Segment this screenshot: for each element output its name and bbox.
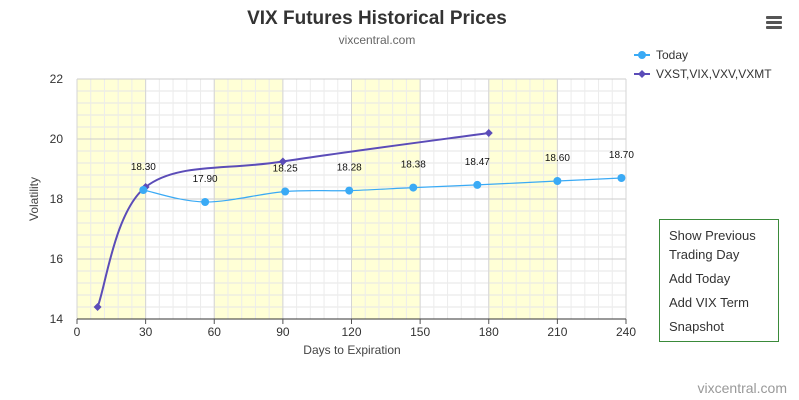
legend-vxst-label: VXST,VIX,VXV,VXMT — [656, 67, 772, 81]
legend-vxst-marker — [638, 70, 646, 78]
data-point-vxst[interactable] — [93, 303, 102, 311]
y-tick-label: 14 — [50, 312, 64, 326]
data-label-today: 17.90 — [193, 174, 218, 185]
data-label-today: 18.70 — [609, 150, 634, 161]
y-axis-title: Volatility — [27, 177, 41, 221]
x-tick-label: 210 — [547, 325, 567, 339]
chart-title: VIX Futures Historical Prices — [247, 8, 507, 29]
legend-item-vxst[interactable]: VXST,VIX,VXV,VXMT — [634, 67, 772, 81]
data-point-today[interactable] — [345, 186, 354, 195]
chart-subtitle: vixcentral.com — [339, 33, 416, 47]
x-tick-label: 180 — [479, 325, 499, 339]
data-point-today[interactable] — [473, 180, 482, 189]
data-label-today: 18.38 — [401, 160, 426, 171]
series-line-vxst — [96, 132, 489, 308]
panel-item-label: Snapshot — [669, 319, 724, 334]
x-tick-label: 240 — [616, 325, 636, 339]
y-tick-label: 20 — [50, 132, 64, 146]
y-tick-label: 22 — [50, 72, 64, 86]
x-tick-label: 150 — [410, 325, 430, 339]
data-point-vxst[interactable] — [484, 129, 493, 137]
add-today-button[interactable]: Add Today — [669, 269, 772, 288]
legend: Today VXST,VIX,VXV,VXMT — [634, 48, 772, 81]
x-tick-label: 60 — [208, 325, 222, 339]
data-label-today: 18.28 — [337, 163, 362, 174]
y-tick-label: 16 — [50, 252, 64, 266]
menu-bar — [766, 21, 782, 24]
panel-item-label: Trading Day — [669, 247, 740, 262]
y-tick-label: 18 — [50, 192, 64, 206]
data-point-today[interactable] — [201, 198, 210, 206]
x-tick-label: 0 — [74, 325, 81, 339]
data-point-today[interactable] — [281, 187, 290, 196]
credit-link[interactable]: vixcentral.com — [698, 380, 787, 396]
panel-item-label: Show Previous — [669, 228, 756, 243]
snapshot-button[interactable]: Snapshot — [669, 317, 772, 336]
data-label-today: 18.25 — [273, 164, 298, 175]
add-vix-term-button[interactable]: Add VIX Term — [669, 293, 772, 312]
data-point-today[interactable] — [553, 177, 562, 185]
menu-bar — [766, 16, 782, 19]
show-previous-trading-day-button[interactable]: Show Previous Trading Day — [669, 226, 772, 264]
panel-item-label: Add VIX Term — [669, 295, 749, 310]
x-tick-label: 30 — [139, 325, 153, 339]
data-point-today[interactable] — [617, 174, 626, 182]
x-tick-label: 120 — [341, 325, 361, 339]
data-label-today: 18.47 — [465, 157, 490, 168]
data-point-vxst[interactable] — [278, 157, 287, 166]
data-label-today: 18.30 — [131, 162, 156, 173]
x-tick-label: 90 — [276, 325, 290, 339]
series-line-today — [143, 177, 622, 203]
legend-today-label: Today — [656, 48, 688, 62]
options-panel: Show Previous Trading Day Add Today Add … — [659, 219, 779, 342]
x-axis-title: Days to Expiration — [303, 343, 400, 357]
data-point-today[interactable] — [139, 186, 148, 194]
legend-item-today[interactable]: Today — [634, 48, 688, 62]
hamburger-menu-icon[interactable] — [764, 15, 784, 33]
menu-bar — [766, 26, 782, 29]
panel-item-label: Add Today — [669, 271, 731, 286]
legend-today-marker — [638, 51, 646, 59]
data-point-today[interactable] — [409, 183, 418, 192]
data-label-today: 18.60 — [545, 153, 570, 164]
